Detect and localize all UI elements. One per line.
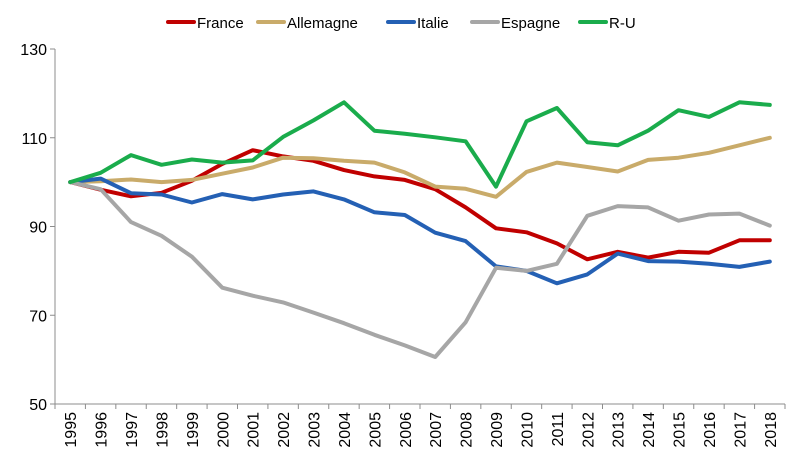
x-tick-label: 2013 — [611, 412, 628, 448]
series-line-espagne — [68, 180, 772, 359]
series-line-allemagne — [68, 135, 772, 199]
x-tick-label: 2002 — [276, 412, 293, 448]
x-tick-label: 2001 — [246, 412, 263, 448]
plot-area — [68, 100, 772, 359]
series-line-france — [68, 148, 772, 262]
series-line-r-u — [68, 100, 772, 189]
legend: France Allemagne Italie Espagne R-U — [166, 15, 636, 32]
y-tick-label: 90 — [29, 220, 47, 237]
x-tick-label: 2016 — [702, 412, 719, 448]
x-tick-label: 1997 — [124, 412, 141, 448]
x-tick-label: 2017 — [732, 412, 749, 448]
axes: 50 70 90 110 130 1995 1996 1997 1998 1999 2000 2001… — [20, 42, 786, 448]
x-tick-label: 2014 — [641, 412, 658, 448]
x-tick-label: 2009 — [489, 412, 506, 448]
x-tick-label: 2011 — [550, 412, 567, 447]
y-tick-label: 110 — [21, 131, 47, 148]
legend-label: Italie — [417, 15, 449, 32]
x-tick-label: 1998 — [154, 412, 171, 448]
series-line-italie — [68, 176, 772, 286]
x-tick-label: 2000 — [215, 412, 232, 448]
x-tick-label: 1995 — [63, 412, 80, 448]
x-tick-label: 2006 — [398, 412, 415, 448]
x-tick-label: 2010 — [519, 412, 536, 448]
legend-label: France — [197, 15, 244, 32]
x-tick-label: 2012 — [580, 412, 597, 448]
x-tick-label: 2005 — [367, 412, 384, 448]
x-tick-label: 1999 — [185, 412, 202, 448]
y-tick-label: 70 — [29, 308, 47, 325]
legend-label: Espagne — [501, 15, 560, 32]
x-tick-label: 1996 — [94, 412, 111, 448]
legend-label: R-U — [609, 15, 636, 32]
y-tick-label: 50 — [29, 397, 47, 414]
legend-label: Allemagne — [287, 15, 358, 32]
x-tick-label: 2008 — [459, 412, 476, 448]
x-tick-label: 2007 — [428, 412, 445, 448]
x-tick-label: 2018 — [763, 412, 780, 448]
y-tick-label: 130 — [20, 42, 47, 59]
x-tick-label: 2004 — [337, 412, 354, 448]
x-tick-label: 2003 — [307, 412, 324, 448]
x-tick-label: 2015 — [672, 412, 689, 448]
